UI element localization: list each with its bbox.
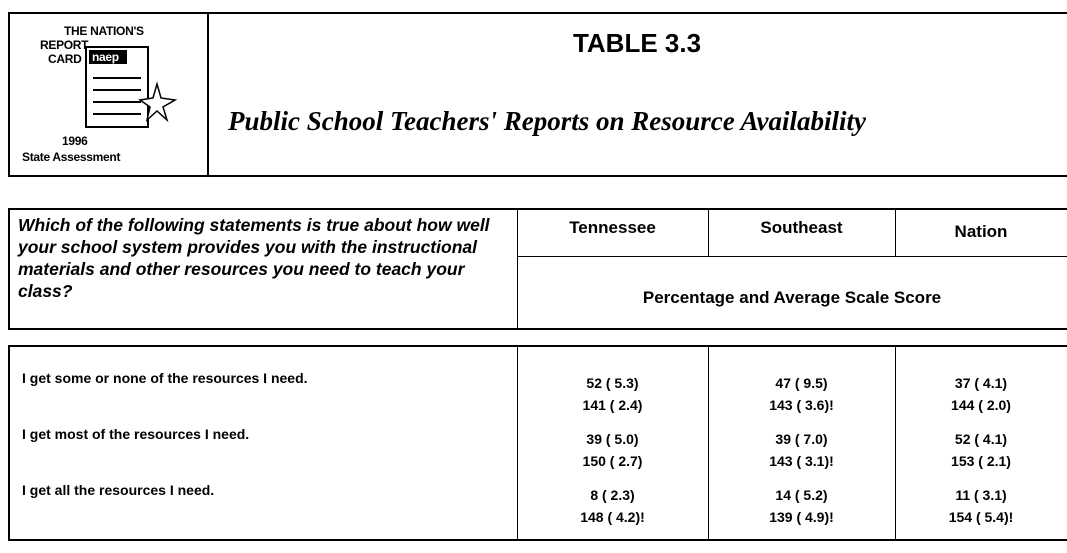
cell-value: 148 ( 4.2)! (580, 509, 645, 525)
question-box (8, 208, 1067, 330)
cell-value: 52 ( 4.1) (954, 431, 1008, 447)
title: TABLE 3.3 (572, 28, 702, 58)
cell-value: 143 ( 3.6)! (769, 397, 834, 413)
logo-text: 1996 (62, 134, 88, 148)
divider (517, 345, 518, 541)
divider (517, 256, 1067, 257)
divider (517, 208, 518, 330)
divider (708, 345, 709, 541)
cell-value: 52 ( 5.3) (586, 375, 639, 391)
logo-text: THE NATION'S (64, 24, 144, 38)
cell-value: 139 ( 4.9)! (769, 509, 834, 525)
divider (708, 208, 709, 256)
logo-badge: naep (92, 50, 119, 64)
column-header: Southeast (760, 218, 843, 237)
logo-text: State Assessment (22, 150, 121, 164)
column-header: Tennessee (569, 218, 656, 237)
cell-value: 154 ( 5.4)! (948, 509, 1014, 525)
data-box (8, 345, 1067, 541)
cell-value: 153 ( 2.1) (951, 453, 1011, 469)
cell-value: 8 ( 2.3) (590, 487, 635, 503)
header-divider (207, 12, 209, 177)
cell-value: 143 ( 3.1)! (769, 453, 834, 469)
header-box (8, 12, 1067, 177)
cell-value: 39 ( 7.0) (775, 431, 828, 447)
cell-value: 39 ( 5.0) (586, 431, 639, 447)
cell-value: 150 ( 2.7) (582, 453, 643, 469)
question: Which of the following statements is tru… (18, 215, 490, 301)
subtitle: Public School Teachers' Reports on Resou… (228, 106, 867, 136)
row-label: I get all the resources I need. (22, 482, 215, 498)
subheader: Percentage and Average Scale Score (642, 288, 942, 307)
row-label: I get some or none of the resources I ne… (22, 370, 308, 386)
cell-value: 37 ( 4.1) (954, 375, 1008, 391)
logo-graphic (85, 46, 177, 128)
cell-value: 11 ( 3.1) (955, 487, 1007, 503)
cell-value: 14 ( 5.2) (775, 487, 828, 503)
divider (895, 345, 896, 541)
cell-value: 144 ( 2.0) (951, 397, 1011, 413)
cell-value: 47 ( 9.5) (775, 375, 828, 391)
logo-text: CARD (48, 52, 82, 66)
column-header: Nation (954, 222, 1008, 241)
cell-value: 141 ( 2.4) (582, 397, 643, 413)
logo-text: REPORT (40, 38, 89, 52)
row-label: I get most of the resources I need. (22, 426, 250, 442)
divider (895, 208, 896, 256)
